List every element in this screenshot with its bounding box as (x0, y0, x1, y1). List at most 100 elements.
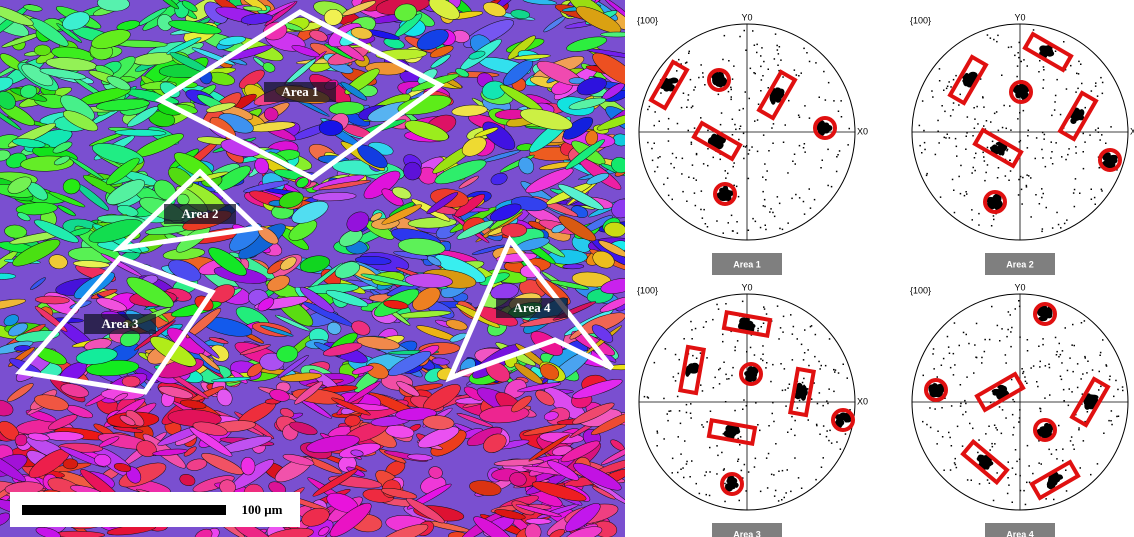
grain (525, 167, 574, 194)
pole-point (1051, 227, 1054, 229)
pole-point (783, 368, 786, 370)
pole-point (948, 431, 950, 434)
pole-point (776, 305, 779, 307)
pole-cluster (667, 78, 674, 85)
pole-point (1108, 378, 1111, 381)
grain (327, 322, 342, 335)
pf-y-axis: Y0 (741, 12, 752, 22)
pole-point (1007, 477, 1009, 479)
pole-point (682, 190, 684, 193)
pole-point (833, 368, 835, 371)
pole-point (950, 405, 953, 407)
pole-point (1006, 335, 1008, 338)
area-outline (112, 168, 264, 252)
grain (27, 432, 50, 442)
pole-point (778, 202, 781, 205)
pole-point (937, 430, 939, 432)
pole-point (743, 463, 746, 466)
pole-figure: {100} Y0 X Area 2 (910, 12, 1134, 275)
area-outline (445, 235, 614, 383)
pole-point (840, 100, 842, 102)
pole-point (682, 92, 685, 94)
grain (95, 98, 150, 112)
pole-point (777, 53, 780, 55)
pole-point (1094, 129, 1097, 131)
pole-point (1028, 481, 1031, 483)
pole-point (748, 97, 750, 100)
grain (565, 139, 605, 170)
pole-point (1098, 370, 1100, 373)
pole-point (772, 363, 774, 366)
pole-point (673, 166, 675, 169)
pole-point (684, 62, 687, 64)
pole-point (709, 471, 711, 473)
pole-point (1010, 129, 1012, 131)
grain (309, 30, 328, 42)
pole-point (1054, 101, 1056, 103)
pole-point (837, 372, 840, 374)
grain (12, 138, 46, 148)
pole-point (1100, 188, 1103, 191)
pole-point (1116, 169, 1118, 171)
grain (208, 247, 247, 276)
pole-point (814, 355, 816, 358)
pole-point (1030, 177, 1032, 179)
grain (52, 141, 73, 154)
pole-point (751, 146, 753, 148)
pole-point (1021, 368, 1023, 370)
grain (266, 527, 314, 537)
pole-point (733, 65, 735, 67)
pole-cluster (1072, 110, 1080, 118)
pole-cluster (1085, 395, 1092, 400)
pole-point (1072, 444, 1074, 446)
pole-point (978, 483, 981, 485)
pole-point (752, 30, 754, 32)
pole-point (813, 382, 815, 384)
pole-point (680, 63, 682, 65)
pole-point (988, 425, 990, 427)
pole-point (1042, 66, 1045, 68)
pole-point (738, 138, 740, 141)
pole-point (1099, 351, 1102, 354)
pole-point (1121, 386, 1124, 388)
pole-point (979, 78, 982, 80)
pole-point (1055, 142, 1057, 144)
pole-point (1038, 71, 1040, 73)
pole-point (996, 472, 998, 474)
pole-point (923, 129, 925, 132)
grain (185, 308, 222, 339)
grain (397, 238, 446, 256)
pole-point (936, 376, 938, 378)
grain (590, 411, 625, 435)
pole-point (667, 419, 669, 422)
pole-point (706, 421, 708, 423)
pf-marker (947, 54, 989, 106)
pole-point (658, 120, 660, 122)
pole-point (1021, 203, 1023, 205)
grain (169, 52, 210, 74)
ebsd-map (0, 0, 625, 537)
pole-point (756, 43, 758, 46)
pole-point (727, 90, 730, 93)
pole-point (781, 228, 784, 231)
pole-point (988, 338, 991, 341)
pole-point (1069, 440, 1072, 442)
pole-point (808, 60, 811, 63)
pf-marker (1098, 148, 1122, 172)
pole-point (1048, 366, 1051, 369)
pole-cluster (1051, 476, 1056, 481)
grain (370, 212, 383, 222)
pole-point (996, 40, 998, 43)
pole-point (677, 372, 680, 375)
pole-point (818, 96, 820, 98)
pole-point (1059, 113, 1062, 116)
grain (514, 363, 543, 385)
grain (430, 54, 451, 69)
pole-point (760, 55, 762, 57)
grain (603, 0, 625, 23)
grain (282, 454, 315, 466)
pole-point (1019, 336, 1021, 338)
pole-point (754, 220, 757, 223)
pole-point (712, 156, 714, 159)
pole-point (735, 185, 738, 188)
